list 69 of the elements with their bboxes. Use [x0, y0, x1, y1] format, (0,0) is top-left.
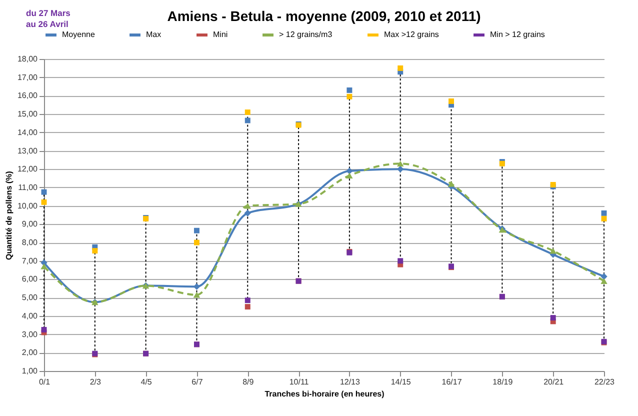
- x-tick-label: 8/9: [242, 378, 254, 386]
- point: [244, 202, 251, 209]
- point: [346, 87, 352, 93]
- x-tick-label: 0/1: [38, 378, 51, 386]
- point: [194, 228, 200, 234]
- point: [346, 94, 352, 100]
- legend-label: > 12 grains/m3: [279, 30, 333, 39]
- point: [550, 248, 556, 254]
- chart-title: Amiens - Betula - moyenne (2009, 2010 et 2011): [167, 8, 481, 24]
- x-tick-label: 12/13: [340, 378, 361, 386]
- point: [244, 298, 250, 304]
- y-tick-label: 7,00: [22, 256, 38, 266]
- y-tick-label: 10,00: [17, 201, 38, 210]
- y-axis-title: Quantité de pollens (%): [4, 170, 14, 260]
- point: [448, 98, 454, 104]
- point: [40, 263, 48, 270]
- point: [346, 172, 353, 178]
- point: [92, 248, 98, 254]
- x-tick-label: 4/5: [140, 378, 152, 386]
- point: [244, 210, 251, 217]
- x-tick-label: 18/19: [492, 378, 514, 386]
- legend-label: Max >12 grains: [384, 30, 439, 39]
- point: [550, 315, 556, 321]
- y-tick-label: 1,00: [22, 366, 38, 376]
- y-tick-label: 13,00: [17, 146, 38, 156]
- y-tick-label: 18,00: [17, 54, 38, 64]
- x-tick-label: 10/11: [289, 378, 310, 386]
- y-tick-label: 16,00: [17, 91, 38, 100]
- x-tick-label: 2/3: [90, 378, 102, 386]
- y-tick-label: 14,00: [17, 128, 38, 137]
- y-tick-label: 17,00: [17, 72, 38, 82]
- x-tick-label: 16/17: [442, 378, 462, 386]
- chart-subtitle: du 27 Mars au 26 Avril: [26, 8, 72, 30]
- point: [398, 258, 404, 264]
- y-tick-label: 11,00: [18, 182, 38, 192]
- y-tick-label: 9,00: [22, 220, 38, 229]
- legend-label: Max: [146, 30, 162, 39]
- x-axis-title: Tranches bi-horaire (en heures): [264, 390, 385, 398]
- legend-label: Mini: [213, 30, 228, 39]
- point: [397, 160, 404, 167]
- point: [41, 199, 47, 205]
- point: [398, 65, 404, 71]
- y-tick-label: 5,00: [22, 293, 38, 302]
- legend-label: Min > 12 grains: [490, 30, 545, 39]
- x-tick-label: 20/21: [544, 378, 564, 386]
- y-tick-label: 6,00: [22, 274, 38, 284]
- y-tick-label: 4,00: [22, 311, 38, 320]
- point: [193, 283, 200, 290]
- y-tick-label: 8,00: [22, 238, 38, 248]
- legend-label: Moyenne: [62, 30, 96, 39]
- x-tick-label: 22/23: [594, 378, 616, 386]
- point: [193, 292, 200, 298]
- point: [194, 240, 200, 246]
- x-tick-label: 6/7: [192, 378, 204, 386]
- y-tick-label: 12,00: [17, 164, 38, 174]
- y-tick-label: 3,00: [22, 330, 38, 339]
- point: [601, 216, 607, 222]
- point: [244, 109, 250, 115]
- x-tick-label: 14/15: [390, 378, 412, 386]
- point: [600, 278, 608, 284]
- point: [244, 118, 250, 124]
- point: [397, 166, 404, 172]
- point: [41, 326, 47, 332]
- y-tick-label: 15,00: [17, 110, 38, 119]
- point: [41, 189, 47, 195]
- point: [448, 180, 455, 187]
- y-tick-label: 2,00: [22, 348, 38, 358]
- point: [244, 304, 250, 310]
- point: [601, 210, 607, 216]
